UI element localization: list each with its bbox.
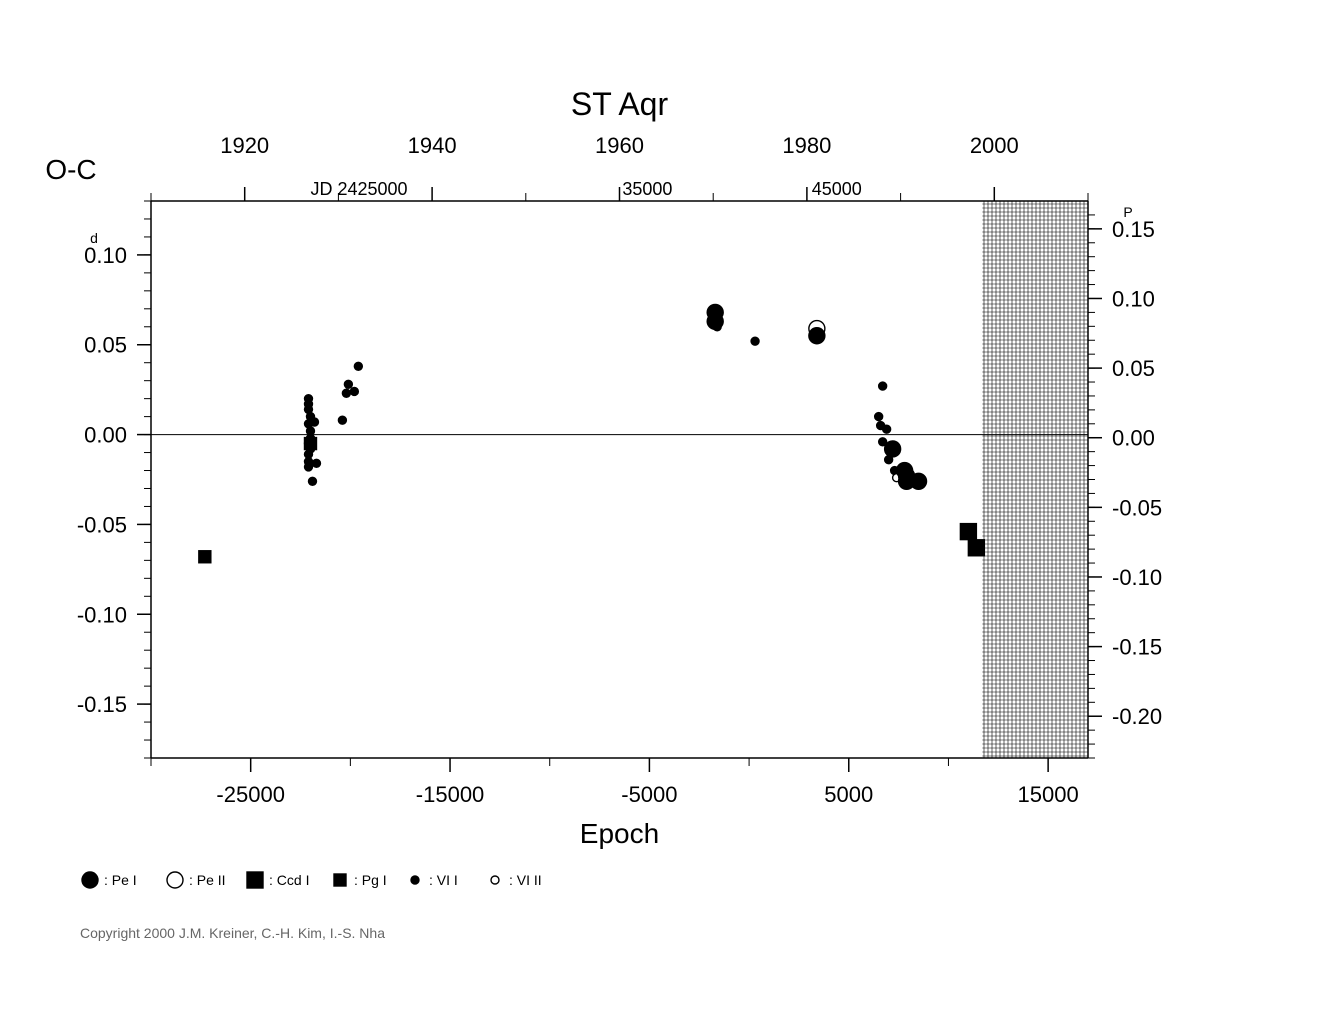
svg-text:Copyright 2000 J.M. Kreiner, C: Copyright 2000 J.M. Kreiner, C.-H. Kim, … <box>80 925 385 941</box>
svg-text:: Pe I: : Pe I <box>104 872 137 888</box>
svg-text:0.10: 0.10 <box>1112 286 1155 311</box>
svg-text:-0.15: -0.15 <box>77 692 127 717</box>
svg-text:1920: 1920 <box>220 133 269 158</box>
chart-container: -25000 -15000 -5000 5000 15000 Epoch 1920 1940 1… <box>0 0 1325 1020</box>
svg-text:P: P <box>1123 204 1132 220</box>
svg-text:0.10: 0.10 <box>84 243 127 268</box>
svg-text:-0.05: -0.05 <box>77 512 127 537</box>
svg-text:JD 2425000: JD 2425000 <box>310 179 407 199</box>
svg-text:45000: 45000 <box>812 179 862 199</box>
svg-text:0.05: 0.05 <box>1112 356 1155 381</box>
svg-text:5000: 5000 <box>824 782 873 807</box>
svg-text:-5000: -5000 <box>621 782 677 807</box>
svg-text:0.15: 0.15 <box>1112 217 1155 242</box>
svg-text:1940: 1940 <box>408 133 457 158</box>
svg-text:: Pe II: : Pe II <box>189 872 226 888</box>
svg-text:: Pg I: : Pg I <box>354 872 387 888</box>
svg-text:-0.10: -0.10 <box>1112 565 1162 590</box>
svg-text:: VI II: : VI II <box>509 872 542 888</box>
svg-text:-0.20: -0.20 <box>1112 704 1162 729</box>
svg-text:ST Aqr: ST Aqr <box>571 86 669 122</box>
svg-text:-0.05: -0.05 <box>1112 495 1162 520</box>
svg-text:: Ccd I: : Ccd I <box>269 872 309 888</box>
svg-text:d: d <box>90 230 98 246</box>
svg-text:35000: 35000 <box>622 179 672 199</box>
svg-text:O-C: O-C <box>45 154 96 185</box>
svg-text:Epoch: Epoch <box>580 818 659 849</box>
svg-text:2000: 2000 <box>970 133 1019 158</box>
svg-text:15000: 15000 <box>1018 782 1079 807</box>
svg-text:-15000: -15000 <box>416 782 485 807</box>
svg-text:0.05: 0.05 <box>84 333 127 358</box>
svg-text:-0.15: -0.15 <box>1112 635 1162 660</box>
svg-text:0.00: 0.00 <box>1112 426 1155 451</box>
svg-text:0.00: 0.00 <box>84 423 127 448</box>
svg-text:1980: 1980 <box>782 133 831 158</box>
svg-text:1960: 1960 <box>595 133 644 158</box>
scatter-chart: -25000 -15000 -5000 5000 15000 Epoch 1920 1940 1… <box>0 0 1325 1020</box>
svg-text:-25000: -25000 <box>216 782 285 807</box>
svg-text:-0.10: -0.10 <box>77 602 127 627</box>
svg-text:: VI I: : VI I <box>429 872 458 888</box>
